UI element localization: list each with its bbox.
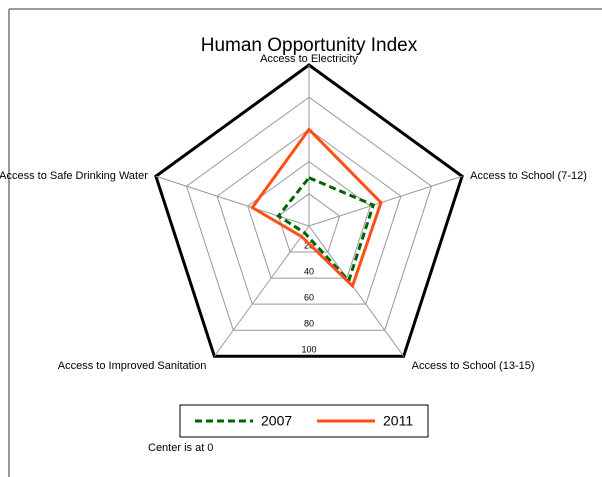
grid-line xyxy=(277,193,341,253)
axis-label: Access to Electricity xyxy=(260,53,358,65)
r-tick-label: 40 xyxy=(304,266,314,276)
axis-label: Access to Safe Drinking Water xyxy=(0,170,148,182)
spoke xyxy=(213,225,310,357)
grid-line xyxy=(154,63,464,358)
axis-label: Access to School (13-15) xyxy=(412,360,535,372)
annotation: Center is at 0 xyxy=(148,442,213,454)
series-line xyxy=(250,127,383,289)
axis-label: Access to School (7-12) xyxy=(470,170,587,182)
spoke xyxy=(308,225,405,357)
spoke xyxy=(308,175,463,227)
spoke xyxy=(155,175,310,227)
r-tick-label: 100 xyxy=(301,345,316,355)
series-line xyxy=(276,175,376,284)
r-tick-label: 80 xyxy=(304,319,314,329)
axis-label: Access to Improved Sanitation xyxy=(58,360,207,372)
legend-label: 2011 xyxy=(383,413,413,429)
legend-label: 2007 xyxy=(261,413,292,429)
chart-title: Human Opportunity Index xyxy=(201,35,418,56)
grid-line xyxy=(216,128,402,305)
grid-line xyxy=(185,96,433,331)
r-tick-label: 60 xyxy=(304,293,314,303)
